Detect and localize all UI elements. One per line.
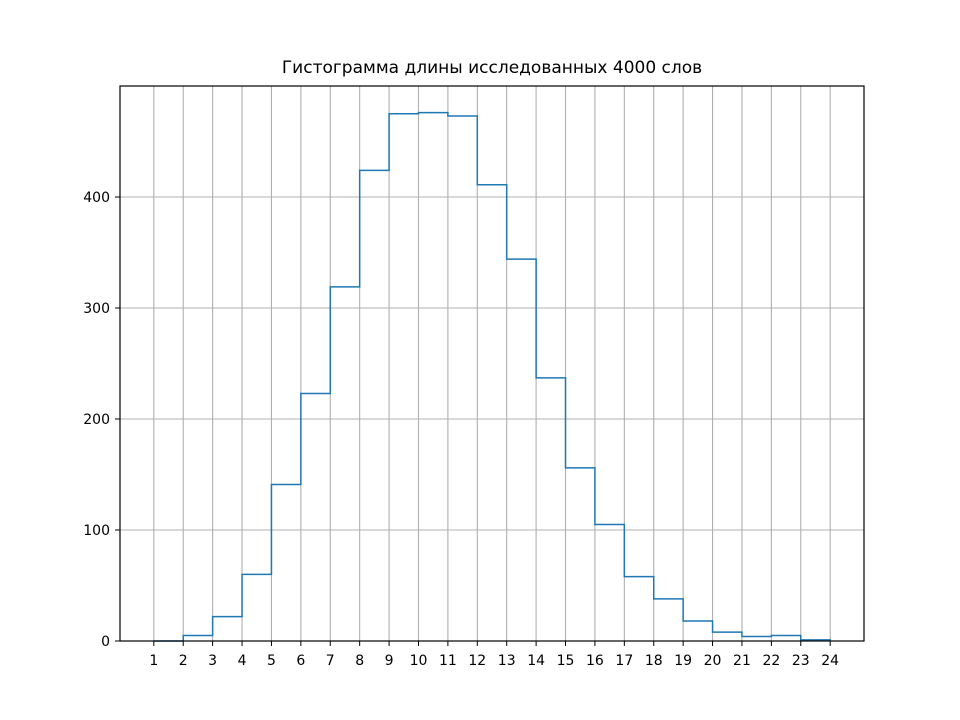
x-tick-label: 17 — [615, 653, 633, 669]
y-tick-label: 200 — [83, 412, 110, 428]
x-tick-label: 12 — [468, 653, 486, 669]
x-tick-label: 22 — [762, 653, 780, 669]
histogram-step-line — [153, 111, 831, 642]
x-tick-label: 9 — [385, 653, 394, 669]
x-tick-label: 14 — [527, 653, 545, 669]
x-tick-label: 18 — [645, 653, 663, 669]
y-tick-label: 0 — [101, 634, 110, 650]
x-tick-label: 1 — [149, 653, 158, 669]
x-tick-label: 23 — [792, 653, 810, 669]
y-tick-label: 100 — [83, 523, 110, 539]
x-tick-label: 2 — [179, 653, 188, 669]
x-tick-label: 19 — [674, 653, 692, 669]
axes-frame — [119, 85, 865, 642]
x-tick-label: 16 — [586, 653, 604, 669]
x-tick-label: 13 — [498, 653, 516, 669]
x-tick-label: 8 — [355, 653, 364, 669]
x-tick-label: 11 — [439, 653, 457, 669]
x-tick-label: 15 — [557, 653, 575, 669]
x-tick-label: 7 — [326, 653, 335, 669]
y-tick-label: 300 — [83, 301, 110, 317]
x-tick-label: 10 — [410, 653, 428, 669]
x-tick-label: 5 — [267, 653, 276, 669]
y-tick-label: 400 — [83, 190, 110, 206]
axis-ticks: 1 2 3 4 5 6 7 8 9 10 11 12 13 14 15 16 17 18 19 20 21 22 23 240… — [83, 190, 839, 669]
x-tick-label: 3 — [208, 653, 217, 669]
x-tick-label: 20 — [704, 653, 722, 669]
x-tick-label: 24 — [821, 653, 839, 669]
chart-title: Гистограмма длины исследованных 4000 сло… — [282, 58, 702, 78]
x-tick-label: 6 — [296, 653, 305, 669]
x-tick-label: 4 — [238, 653, 247, 669]
grid-lines — [120, 86, 864, 642]
x-tick-label: 21 — [733, 653, 751, 669]
